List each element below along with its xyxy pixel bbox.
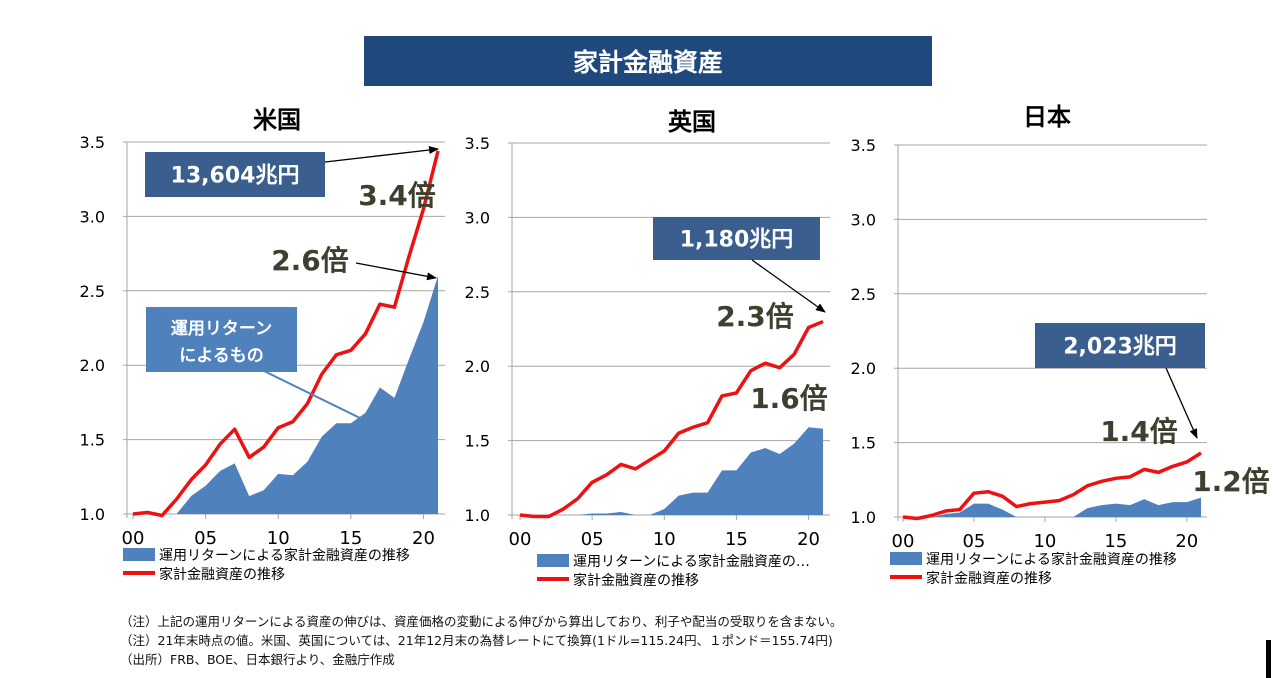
y-tick-label: 1.0 [465,506,490,525]
x-tick-label: 00 [892,531,915,552]
y-tick-label: 2.0 [80,356,105,375]
x-tick-label: 15 [339,528,362,549]
amount-arrow [1165,367,1198,439]
x-tick-label: 10 [267,528,290,549]
x-tick-label: 05 [581,529,604,550]
y-tick-label: 1.5 [80,431,105,450]
y-tick-label: 1.0 [80,505,105,524]
x-tick-label: 10 [1033,531,1056,552]
line-series-total [902,451,1202,521]
legend-label-line: 家計金融資産の推移 [926,570,1052,587]
chart-1: 米国 1.0 1.5 2.0 2.5 3.0 3.5 00 05 10 15 20運用リターンによる家… [80,106,445,583]
chart-3: 日本 1.0 1.5 2.0 2.5 3.0 3.5 00 05 10 15 20運用リターンによる家… [851,103,1270,587]
y-tick-label: 2.5 [851,285,876,304]
legend-label-area: 運用リターンによる家計金融資産の推移 [159,547,410,564]
area-series-return [133,275,438,514]
y-tick-label: 1.5 [465,432,490,451]
y-tick-label: 2.5 [465,283,490,302]
area-series-return [903,497,1201,517]
amount-label: 2,023兆円 [1063,335,1177,360]
y-tick-label: 2.5 [80,282,105,301]
amount-label: 1,180兆円 [680,228,794,253]
x-tick-label: 05 [962,531,985,552]
legend-swatch-area [890,552,922,565]
edge-bar [1266,640,1271,678]
chart-title: 米国 [253,106,301,134]
x-tick-label: 20 [1175,531,1198,552]
y-tick-label: 3.0 [465,208,490,227]
legend-label-line: 家計金融資産の推移 [573,572,699,589]
footnote-1: （注）上記の運用リターンによる資産の伸びは、資産価格の変動による伸びから算出して… [120,614,843,629]
x-tick-label: 00 [122,528,145,549]
y-tick-label: 2.0 [851,359,876,378]
total-multiple-label: 3.4倍 [358,179,436,212]
area-series-return [520,427,823,515]
line-series-total [519,319,824,519]
footnote-source: （出所）FRB、BOE、日本銀行より、金融庁作成 [120,652,395,667]
y-tick-label: 1.0 [851,508,876,527]
x-tick-label: 15 [1104,531,1127,552]
y-tick-label: 3.5 [851,136,876,155]
amount-arrow [751,259,826,313]
y-tick-label: 2.0 [465,357,490,376]
callout-box [146,307,297,372]
x-tick-label: 20 [797,529,820,550]
y-tick-label: 1.5 [851,434,876,453]
amount-box [653,217,820,260]
callout-line-2: によるもの [179,346,264,366]
title-banner: 家計金融資産 [364,36,932,86]
callout-line-1: 運用リターン [171,319,272,339]
amount-box [1035,323,1205,368]
legend-swatch-area [537,554,569,567]
return-arrow [355,262,437,281]
return-multiple-label: 2.6倍 [271,244,349,277]
chart-title: 日本 [1023,103,1071,131]
x-tick-label: 10 [653,529,676,550]
total-multiple-label: 1.4倍 [1100,415,1178,448]
y-tick-label: 3.5 [80,133,105,152]
line-series-total [132,150,440,518]
x-tick-label: 15 [725,529,748,550]
footnotes: （注）上記の運用リターンによる資産の伸びは、資産価格の変動による伸びから算出して… [120,612,842,669]
footnote-2: （注）21年末時点の値。米国、英国については、21年12月末の為替レートにて換算… [120,633,833,648]
legend-label-line: 家計金融資産の推移 [159,566,285,583]
legend-swatch-area [123,548,155,561]
x-tick-label: 00 [509,529,532,550]
chart-2: 英国 1.0 1.5 2.0 2.5 3.0 3.5 00 05 10 15 20 運用リターンによる家… [465,108,830,589]
legend-label-area: 運用リターンによる家計金融資産の推移 [926,551,1177,568]
y-tick-label: 3.0 [851,210,876,229]
amount-label: 13,604兆円 [171,164,300,189]
total-multiple-label: 2.3倍 [716,300,794,333]
y-tick-label: 3.0 [80,207,105,226]
chart-title: 英国 [668,108,716,136]
x-tick-label: 20 [412,528,435,549]
amount-box [145,152,325,197]
callout-pointer [261,369,361,419]
x-tick-label: 05 [194,528,217,549]
return-multiple-label: 1.2倍 [1192,465,1270,498]
legend-label-area: 運用リターンによる家計金融資産の… [573,553,810,570]
amount-arrow [324,146,439,163]
return-multiple-label: 1.6倍 [750,382,828,415]
y-tick-label: 3.5 [465,134,490,153]
